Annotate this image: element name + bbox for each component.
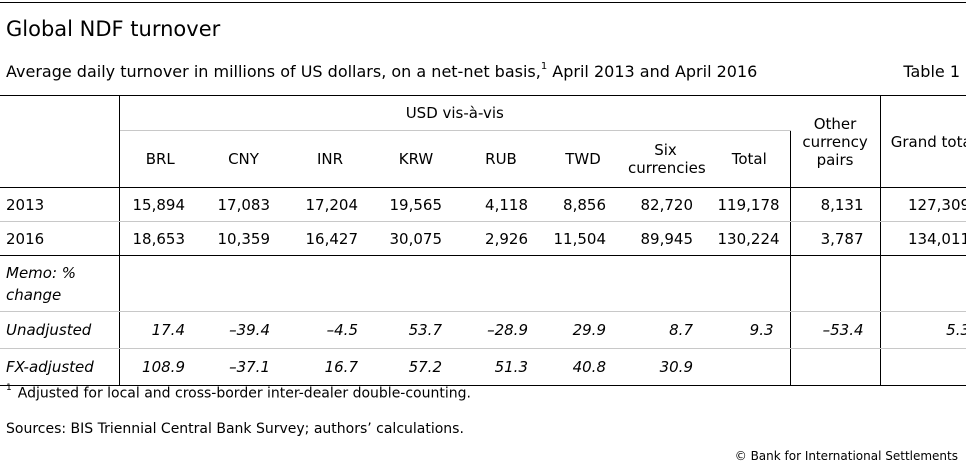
table-number: Table 1 [903, 62, 960, 81]
table-cell: 57.2 [374, 348, 458, 386]
col-header-brl: BRL [145, 150, 175, 168]
ndf-turnover-table: USD vis-à-vis Other currency pairs Grand… [0, 95, 966, 386]
subtitle-footnote-marker: 1 [540, 60, 548, 72]
table-cell: 40.8 [544, 348, 622, 386]
copyright-notice: © Bank for International Settlements [734, 449, 958, 463]
table-cell: 9.3 [709, 311, 791, 349]
table-cell: 8,856 [544, 187, 622, 222]
col-header-krw: KRW [398, 150, 434, 168]
table-cell: 8.7 [622, 311, 709, 349]
table-cell: 82,720 [622, 187, 709, 222]
memo-blank [790, 255, 881, 312]
row-label-2016: 2016 [0, 221, 120, 256]
table-cell: 4,118 [458, 187, 544, 222]
subtitle-suffix: April 2013 and April 2016 [547, 62, 758, 81]
header-usd-group: USD vis-à-vis [119, 95, 791, 131]
memo-blank [709, 255, 791, 312]
header-grand-total: Grand total [880, 95, 966, 188]
table-cell: 8,131 [790, 187, 881, 222]
header-other-pairs: Other currency pairs [790, 95, 881, 188]
col-header-twd: TWD [565, 150, 601, 168]
table-cell: 10,359 [217, 229, 271, 248]
table-cell: 130,224 [709, 221, 791, 256]
table-cell: –4.5 [286, 311, 374, 349]
table-cell [709, 348, 791, 386]
table-cell: 127,309 [880, 187, 966, 222]
table-cell: –37.1 [201, 348, 286, 386]
col-header-rub: RUB [485, 150, 517, 168]
table-cell: 29.9 [544, 311, 622, 349]
footnote-text: Adjusted for local and cross-border inte… [17, 385, 471, 402]
table-cell: 17,204 [286, 187, 374, 222]
header-stub [0, 95, 120, 188]
memo-blank [119, 255, 709, 312]
table-cell: –28.9 [458, 311, 544, 349]
table-cell: 51.3 [458, 348, 544, 386]
table-cell: 18,653 [132, 229, 186, 248]
page-title: Global NDF turnover [6, 17, 221, 41]
table-cell: 19,565 [374, 187, 458, 222]
col-header-inr: INR [316, 150, 344, 168]
table-cell: 119,178 [709, 187, 791, 222]
footnote-marker: 1 [6, 383, 12, 393]
subtitle-text: Average daily turnover in millions of US… [6, 62, 541, 81]
table-cell: 15,894 [119, 187, 201, 222]
table-cell: 16.7 [286, 348, 374, 386]
table-cell: 2,926 [485, 229, 528, 248]
table-cell: –53.4 [790, 311, 881, 349]
table-cell: 53.7 [374, 311, 458, 349]
table-cell: 134,011 [908, 229, 966, 248]
top-rule [0, 2, 966, 3]
table-cell: 30.9 [622, 348, 709, 386]
sources-note: Sources: BIS Triennial Central Bank Surv… [6, 421, 464, 437]
table-cell: 108.9 [119, 348, 201, 386]
memo-blank [880, 255, 966, 312]
col-header-total: Total [709, 130, 791, 188]
table-cell: 11,504 [553, 229, 607, 248]
table-cell: 17,083 [201, 187, 286, 222]
table-cell [880, 348, 966, 386]
table-cell [790, 348, 881, 386]
table-cell: 17.4 [119, 311, 201, 349]
table-cell: 89,945 [640, 229, 694, 248]
row-label-unadjusted: Unadjusted [0, 311, 120, 349]
memo-label: Memo: % change [0, 255, 120, 312]
col-header-cny: CNY [228, 150, 259, 168]
table-cell: 30,075 [389, 229, 443, 248]
table-cell: 16,427 [305, 229, 359, 248]
col-header-six-currencies: Six currencies [628, 141, 706, 177]
row-label-fx-adjusted: FX-adjusted [0, 348, 120, 386]
table-cell: 5.3 [880, 311, 966, 349]
footnote: 1 Adjusted for local and cross-border int… [6, 383, 471, 402]
table-cell: –39.4 [201, 311, 286, 349]
table-cell: 3,787 [790, 221, 881, 256]
table-subtitle: Average daily turnover in millions of US… [6, 60, 758, 81]
row-label-2013: 2013 [0, 187, 120, 222]
